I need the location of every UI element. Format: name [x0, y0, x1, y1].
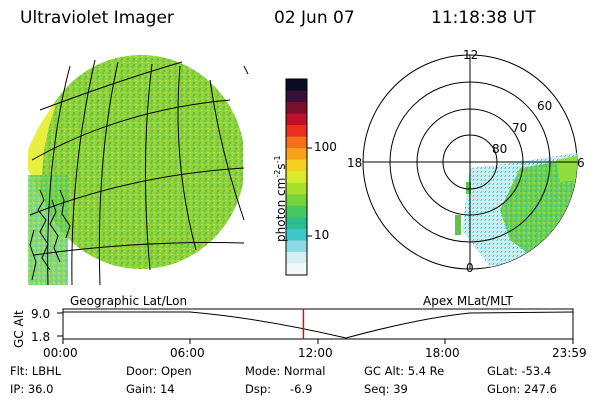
mlt-label-12: 12	[463, 48, 479, 62]
x-tick-0000: 00:00	[43, 346, 78, 360]
colorbar-tick-100: 100	[314, 140, 337, 154]
lat-label-80: 80	[492, 142, 508, 156]
colorbar-band	[286, 159, 307, 172]
x-tick-1200: 12:00	[298, 346, 333, 360]
altitude-min: 1.8	[31, 330, 51, 344]
colorbar-band	[286, 79, 307, 92]
unit-s: s	[274, 163, 288, 170]
glat-info: GLat: -53.4	[487, 364, 552, 378]
colorbar-band	[286, 125, 307, 138]
time-label: 11:18:38 UT	[431, 8, 536, 28]
colorbar-band	[286, 228, 307, 241]
filter-info: Flt: LBHL	[10, 364, 62, 378]
colorbar-band	[286, 90, 307, 103]
gc-alt-info: GC Alt: 5.4 Re	[364, 364, 445, 378]
x-tick-0600: 06:00	[170, 346, 205, 360]
colorbar-band	[286, 251, 307, 264]
unit-exp1: -2	[273, 169, 282, 178]
colorbar-band	[286, 171, 307, 184]
colorbar-band	[286, 194, 307, 207]
door-info: Door: Open	[126, 364, 192, 378]
mode-info: Mode: Normal	[245, 364, 326, 378]
gain-info: Gain: 14	[126, 382, 175, 396]
colorbar-band	[286, 113, 307, 126]
x-tick-1800: 18:00	[425, 346, 460, 360]
altitude-axis-label: GC Alt	[12, 310, 26, 348]
mlt-label-6: 6	[577, 156, 585, 170]
colorbar-band	[286, 205, 307, 218]
altitude-max: 9.0	[31, 307, 51, 321]
polar-panel-label: Apex MLat/MLT	[423, 294, 513, 308]
polar-plot	[362, 54, 578, 270]
x-tick-2359: 23:59	[552, 346, 587, 360]
colorbar-band	[286, 217, 307, 230]
colorbar-border	[285, 78, 308, 276]
ip-info: IP: 36.0	[10, 382, 54, 396]
colorbar	[285, 78, 312, 276]
unit-text: photon cm	[274, 177, 288, 242]
lat-label-60: 60	[537, 99, 553, 113]
colorbar-band	[286, 136, 307, 149]
mlt-label-0: 0	[466, 261, 474, 275]
glon-info: GLon: 247.6	[487, 382, 557, 396]
date-label: 02 Jun 07	[274, 8, 355, 28]
altitude-plot	[57, 308, 574, 344]
colorbar-band	[286, 240, 307, 253]
dsp-label: Dsp:	[245, 382, 272, 396]
colorbar-band	[286, 263, 307, 276]
geographic-panel-label: Geographic Lat/Lon	[70, 294, 188, 308]
colorbar-band	[286, 102, 307, 115]
colorbar-tick-10: 10	[314, 228, 330, 242]
seq-info: Seq: 39	[364, 382, 408, 396]
mlt-label-18: 18	[347, 156, 363, 170]
instrument-title: Ultraviolet Imager	[20, 8, 174, 28]
geographic-image	[28, 55, 249, 286]
unit-exp2: -1	[273, 155, 282, 164]
colorbar-band	[286, 182, 307, 195]
colorbar-band	[286, 148, 307, 161]
lat-label-70: 70	[512, 121, 528, 135]
colorbar-unit-label: photon cm-2s-1	[273, 155, 288, 242]
dsp-value: -6.9	[290, 382, 313, 396]
